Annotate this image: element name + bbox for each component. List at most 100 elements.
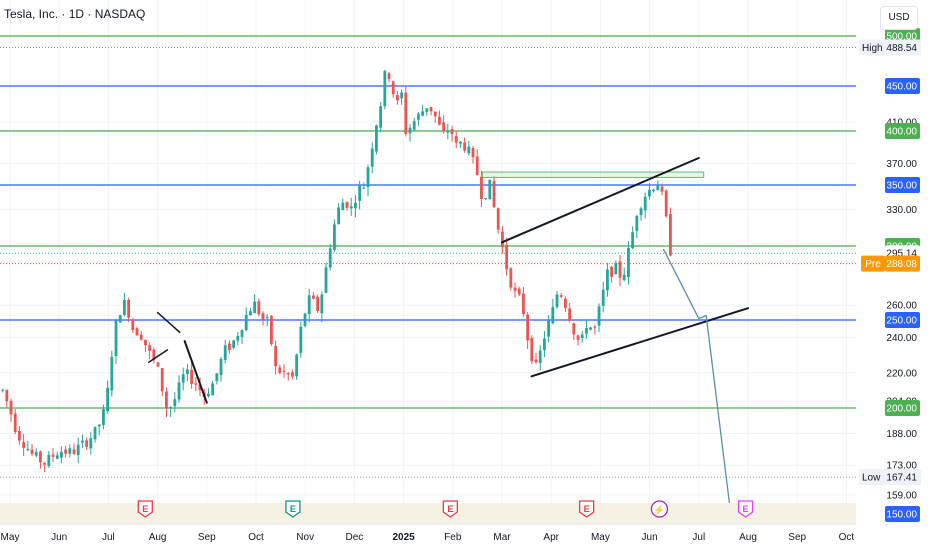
candle-body: [454, 135, 458, 143]
candle-body: [102, 409, 105, 425]
candle-body: [307, 295, 311, 315]
event-badge-4[interactable]: ⚡: [650, 500, 669, 518]
candle-body: [282, 370, 286, 372]
candle-body: [198, 384, 202, 391]
candle-body: [467, 146, 471, 154]
candle-body: [585, 328, 588, 334]
time-tick-label: Dec: [346, 532, 364, 543]
high-tag-box: [859, 39, 921, 56]
event-badge-shape: [737, 500, 754, 518]
candle-body: [177, 382, 181, 400]
event-badge-3[interactable]: E: [578, 500, 595, 518]
price-tick-label: 240.00: [886, 333, 917, 344]
level-tag-450.00-value: 450.00: [886, 82, 917, 93]
candle-body: [429, 107, 433, 112]
candle-body: [442, 122, 446, 132]
candle-body: [383, 70, 387, 107]
candle-body: [278, 367, 282, 374]
time-axis[interactable]: May Jun Jul Aug Sep Oct Nov Dec 2025 Feb Mar Apr May…: [1, 532, 855, 543]
price-axis[interactable]: 500.00410.00370.00330.00260.00240.00220.…: [859, 28, 921, 522]
candles: [1, 69, 672, 473]
candle-body: [286, 373, 290, 375]
grid-lines: [0, 0, 856, 524]
candle-body: [509, 268, 513, 288]
candle-body: [555, 294, 559, 308]
events-band-fill: [0, 503, 856, 524]
candle-body: [459, 141, 462, 144]
candle-body: [93, 426, 97, 440]
candle-body: [299, 326, 303, 353]
candle-body: [18, 431, 21, 441]
candle-body: [249, 311, 252, 316]
candle-body: [631, 232, 635, 249]
candle-body: [425, 108, 429, 112]
candle-body: [522, 293, 525, 315]
candle-body: [534, 359, 538, 363]
candle-body: [39, 451, 42, 463]
currency-button[interactable]: USD: [880, 6, 918, 30]
event-badge-label: E: [584, 504, 590, 514]
event-badge-2[interactable]: E: [442, 500, 458, 518]
low-tag-label: Low: [862, 473, 881, 484]
candle-body: [324, 267, 328, 293]
candle-body: [114, 320, 118, 356]
level-tag-150.00-box: [885, 506, 920, 522]
high-tag-label: High: [862, 43, 883, 54]
candle-body: [60, 451, 63, 458]
candle-body: [51, 454, 55, 457]
candle-body: [597, 306, 601, 326]
candle-body: [244, 314, 248, 331]
candle-body: [639, 208, 643, 216]
candle-body: [5, 389, 9, 402]
candle-body: [160, 368, 164, 392]
candle-body: [333, 224, 336, 250]
event-badges[interactable]: E E E E ⚡ E: [137, 500, 754, 518]
time-tick-label: Aug: [739, 532, 757, 543]
event-badge-label: E: [447, 504, 453, 514]
candle-body: [492, 181, 496, 208]
candle-body: [265, 317, 269, 319]
event-badge-shape: [285, 500, 301, 518]
candle-body: [627, 247, 630, 278]
event-badge-1[interactable]: E: [285, 500, 301, 518]
level-tag-150.00-value: 150.00: [886, 510, 917, 521]
price-tick-label: 330.00: [886, 205, 917, 216]
candle-body: [517, 288, 521, 295]
candle-body: [312, 295, 315, 299]
candle-body: [152, 349, 156, 361]
time-tick-label: Sep: [198, 532, 216, 543]
channel-lower-line: [530, 307, 749, 378]
level-tag-350.00-box: [885, 177, 920, 193]
candle-body: [328, 248, 332, 268]
candle-body: [463, 142, 467, 151]
candle-body: [1, 389, 5, 391]
candle-body: [601, 289, 605, 306]
candle-body: [618, 261, 622, 278]
candle-body: [648, 189, 651, 197]
candle-body: [450, 129, 454, 135]
candle-body: [81, 440, 84, 443]
candle-body: [551, 307, 555, 324]
level-tag-200.00-value: 200.00: [886, 404, 917, 415]
candle-body: [396, 95, 399, 101]
candle-body: [387, 73, 391, 80]
event-badge-5[interactable]: E: [737, 500, 754, 518]
event-badge-label: E: [743, 504, 749, 514]
time-tick-label: Jun: [642, 532, 658, 543]
candle-body: [480, 176, 483, 200]
candle-body: [223, 345, 227, 360]
candle-body: [274, 345, 278, 367]
mini-channel-lower-0: [147, 349, 169, 363]
event-badge-shape: [578, 500, 595, 518]
candle-body: [501, 231, 504, 248]
event-badge-shape: [650, 500, 669, 518]
candle-body: [660, 186, 664, 192]
candle-body: [194, 383, 198, 385]
candle-body: [85, 440, 89, 447]
candle-body: [366, 167, 370, 188]
time-tick-label: 2025: [392, 532, 415, 543]
event-badge-0[interactable]: E: [137, 500, 153, 518]
event-badge-label: E: [142, 504, 148, 514]
supply-zone: [481, 171, 705, 178]
